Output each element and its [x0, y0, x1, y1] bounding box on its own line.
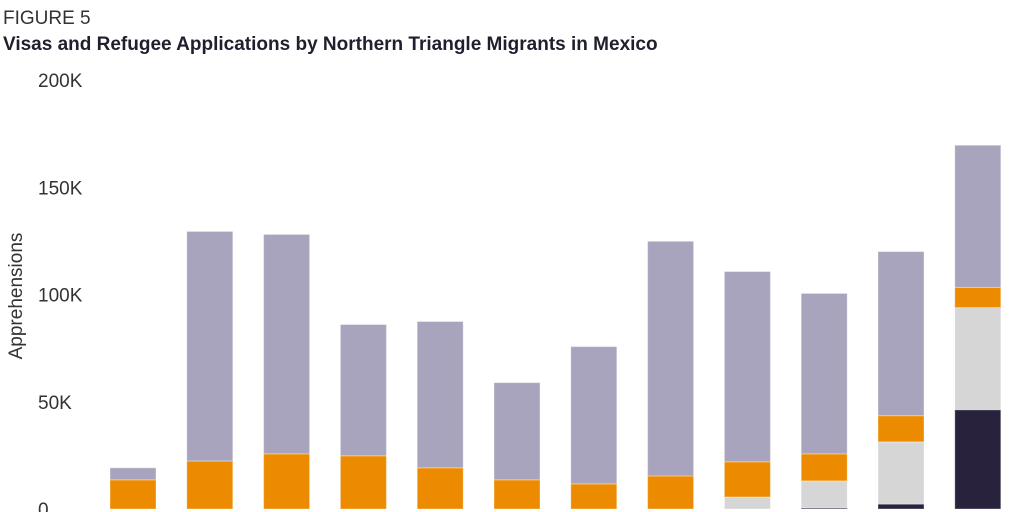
- chart-title: Visas and Refugee Applications by Northe…: [3, 34, 658, 55]
- bar-segment-series-4: [109, 467, 157, 481]
- bar-segment-series-3: [109, 479, 157, 510]
- bar-segment-series-3: [263, 453, 311, 510]
- y-tick-label: 50K: [38, 393, 72, 414]
- bar-segment-series-3: [954, 286, 1002, 309]
- figure-label: FIGURE 5: [3, 8, 91, 29]
- bar-segment-series-4: [800, 292, 848, 455]
- bar-segment-series-3: [493, 479, 541, 510]
- bar-segment-series-3: [800, 453, 848, 482]
- bar-segment-series-4: [416, 321, 464, 469]
- bar-segment-series-4: [263, 233, 311, 455]
- bar-segment-series-3: [723, 461, 771, 498]
- bar-segment-series-3: [570, 483, 618, 510]
- bar-segment-series-3: [877, 415, 925, 443]
- bar-segment-series-4: [339, 324, 387, 457]
- bar-segment-series-4: [570, 346, 618, 485]
- bar-segment-series-4: [186, 230, 234, 462]
- y-axis-label: Apprehensions: [6, 233, 27, 360]
- y-tick-label: 0: [38, 500, 49, 512]
- bar-segment-series-3: [647, 475, 695, 510]
- bar-segment-series-4: [877, 251, 925, 417]
- bar-segment-series-2: [723, 496, 771, 510]
- bar-segment-series-3: [186, 460, 234, 510]
- y-tick-label: 150K: [38, 178, 83, 199]
- bar-segment-series-3: [339, 455, 387, 510]
- bar-segment-series-1: [954, 409, 1002, 510]
- bar-segment-series-4: [493, 382, 541, 481]
- bar-segment-series-1: [877, 503, 925, 510]
- bar-segment-series-4: [723, 271, 771, 463]
- bar-segment-series-2: [877, 441, 925, 505]
- bar-segment-series-4: [954, 144, 1002, 288]
- bar-segment-series-2: [954, 307, 1002, 411]
- y-tick-label: 100K: [38, 286, 83, 307]
- bar-segment-series-4: [647, 240, 695, 477]
- bar-segment-series-2: [800, 480, 848, 509]
- y-tick-label: 200K: [38, 71, 83, 92]
- bar-segment-series-3: [416, 467, 464, 510]
